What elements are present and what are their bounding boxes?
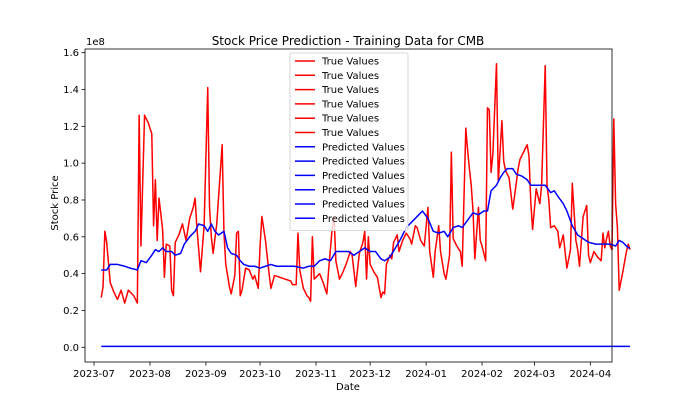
legend-label: True Values [321,128,379,139]
y-tick-label: 0.4 [63,269,79,280]
legend-label: True Values [321,99,379,110]
series-line-1 [100,62,631,304]
legend-label: True Values [321,57,379,68]
x-tick-label: 2023-07 [73,369,115,380]
y-scale-label: 1e8 [86,37,105,48]
x-tick-label: 2023-11 [295,369,337,380]
legend-box [289,52,409,232]
x-tick-label: 2023-12 [349,369,391,380]
series-line-2 [101,167,631,271]
x-tick-label: 2023-09 [185,369,227,380]
x-axis-label: Date [336,382,360,393]
x-tick-label: 2024-03 [513,369,555,380]
y-tick-label: 1.0 [63,159,79,170]
y-axis: 0.0 0.2 0.4 0.6 0.8 1.0 1.2 1.4 1.6 [63,48,85,354]
legend-label: True Values [321,71,379,82]
x-tick-label: 2023-10 [239,369,281,380]
y-tick-label: 0.2 [63,306,79,317]
y-tick-label: 1.4 [63,85,79,96]
x-tick-label: 2024-02 [461,369,503,380]
legend-label: Predicted Values [322,200,405,211]
y-tick-label: 0.6 [63,232,79,243]
y-tick-label: 0.0 [63,343,79,354]
plot-area [100,62,631,348]
y-axis-label: Stock Price [50,175,61,230]
legend-label: True Values [321,114,379,125]
y-tick-label: 1.6 [63,48,79,59]
y-tick-label: 0.8 [63,195,79,206]
legend-label: True Values [321,85,379,96]
legend-label: Predicted Values [322,185,405,196]
plot-frame [84,48,613,363]
x-axis: 2023-07 2023-08 2023-09 2023-10 2023-11 2023-… [73,362,611,380]
chart-title: Stock Price Prediction - Training Data f… [212,34,485,48]
x-tick-label: 2024-01 [405,369,447,380]
y-tick-label: 1.2 [63,122,79,133]
x-tick-label: 2024-04 [569,369,611,380]
legend-label: Predicted Values [322,214,405,225]
legend-label: Predicted Values [322,171,405,182]
legend-label: Predicted Values [322,142,405,153]
legend-label: Predicted Values [322,157,405,168]
x-tick-label: 2023-08 [129,369,171,380]
legend: True Values True Values True Values True Va… [289,52,409,232]
